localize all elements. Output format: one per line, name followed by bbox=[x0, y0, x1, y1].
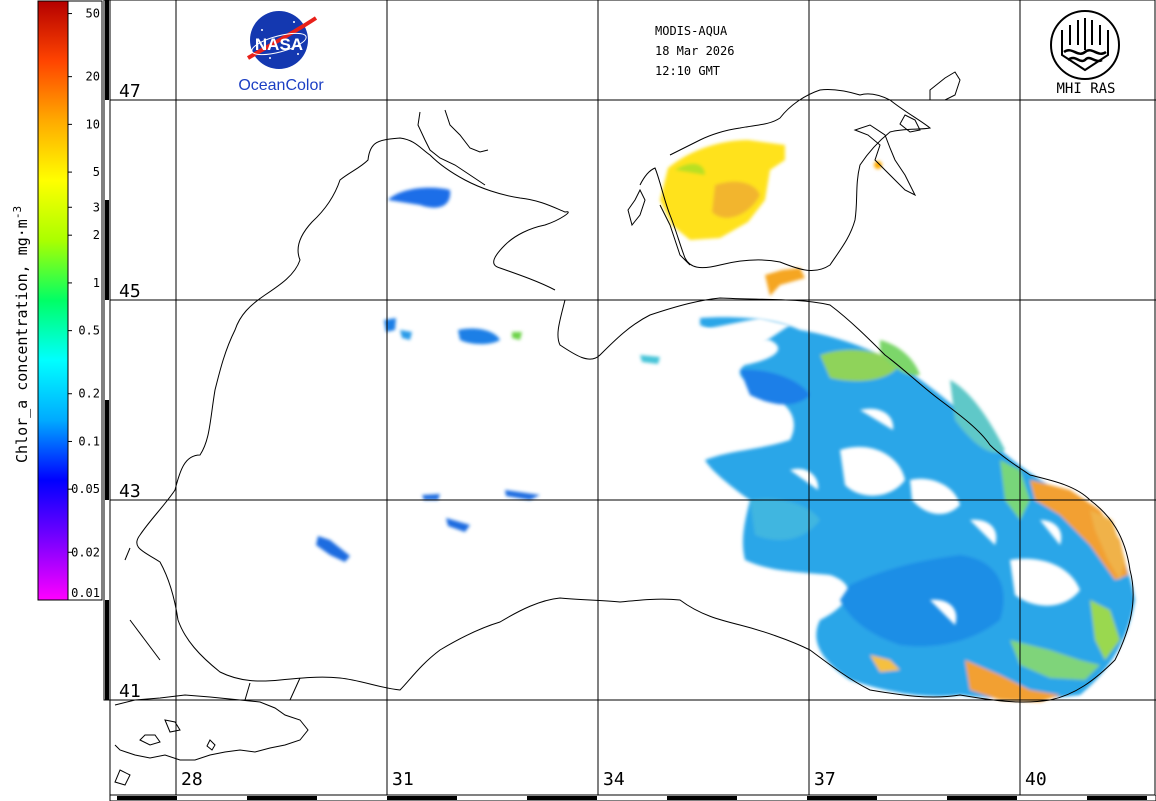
latitude-label: 41 bbox=[119, 681, 141, 702]
colorbar-tick-label: 0.05 bbox=[71, 482, 100, 496]
coastline bbox=[124, 71, 1134, 703]
colorbar-tick-label: 20 bbox=[86, 70, 100, 84]
colorbar: 50 20 10 5 3 2 1 0.5 0.2 0.1 0.05 0.02 0.01 Chlor_a … bbox=[11, 0, 103, 601]
bottom-ruler bbox=[109, 794, 1156, 801]
mhi-ras-label: MHI RAS bbox=[1056, 81, 1115, 97]
latitude-label: 45 bbox=[119, 281, 141, 302]
colorbar-tick-label: 3 bbox=[93, 200, 100, 214]
colorbar-tick-label: 1 bbox=[93, 276, 100, 290]
colorbar-gradient bbox=[37, 0, 69, 601]
nasa-wordmark: NASA bbox=[255, 35, 303, 54]
longitude-label: 37 bbox=[814, 769, 836, 790]
oceancolor-label: OceanColor bbox=[238, 77, 324, 94]
colorbar-tick-label: 0.2 bbox=[78, 387, 100, 401]
colorbar-tick-label: 50 bbox=[86, 7, 100, 21]
longitude-labels: 28 31 34 37 40 bbox=[181, 769, 1047, 790]
left-ruler bbox=[103, 0, 111, 701]
date-label: 18 Mar 2026 bbox=[655, 44, 734, 58]
longitude-label: 31 bbox=[392, 769, 414, 790]
colorbar-tick-label: 0.02 bbox=[71, 545, 100, 559]
colorbar-tick-label: 2 bbox=[93, 228, 100, 242]
colorbar-tick-label: 5 bbox=[93, 165, 100, 179]
colorbar-title: Chlor_a concentration, mg·m-3 bbox=[11, 206, 31, 463]
time-label: 12:10 GMT bbox=[655, 64, 720, 78]
cloud-gaps bbox=[700, 318, 1080, 625]
sensor-label: MODIS-AQUA bbox=[655, 24, 728, 38]
graticule bbox=[110, 0, 1156, 795]
latitude-label: 43 bbox=[119, 481, 141, 502]
longitude-label: 40 bbox=[1025, 769, 1047, 790]
colorbar-tick-label: 10 bbox=[86, 117, 100, 131]
map-area: 47 45 43 41 28 31 34 37 40 MODIS-AQUA 18 Mar 20… bbox=[110, 0, 1156, 795]
acquisition-header: MODIS-AQUA 18 Mar 2026 12:10 GMT bbox=[655, 24, 734, 78]
colorbar-ticks: 50 20 10 5 3 2 1 0.5 0.2 0.1 0.05 0.02 0.01 bbox=[68, 7, 100, 601]
longitude-label: 28 bbox=[181, 769, 203, 790]
colorbar-tick-panel bbox=[67, 0, 103, 601]
longitude-label: 34 bbox=[603, 769, 625, 790]
mhi-ras-logo: MHI RAS bbox=[1050, 10, 1120, 97]
colorbar-tick-label: 0.01 bbox=[71, 586, 100, 600]
colorbar-tick-label: 0.1 bbox=[78, 434, 100, 448]
latitude-label: 47 bbox=[119, 81, 141, 102]
latitude-labels: 47 45 43 41 bbox=[119, 81, 141, 702]
nasa-logo: NASA OceanColor bbox=[238, 11, 324, 94]
colorbar-tick-label: 0.5 bbox=[78, 324, 100, 338]
marmara-coastline bbox=[114, 694, 309, 786]
